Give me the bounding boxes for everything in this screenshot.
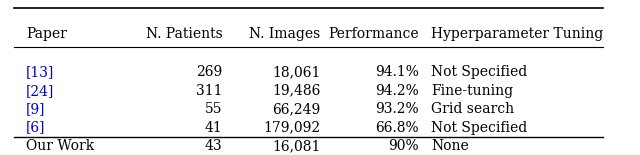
Text: 19,486: 19,486 xyxy=(272,84,321,98)
Text: 41: 41 xyxy=(205,120,222,135)
Text: 66,249: 66,249 xyxy=(272,102,321,116)
Text: 179,092: 179,092 xyxy=(264,120,321,135)
Text: Performance: Performance xyxy=(328,27,419,41)
Text: 94.2%: 94.2% xyxy=(375,84,419,98)
Text: Not Specified: Not Specified xyxy=(431,65,527,79)
Text: [9]: [9] xyxy=(26,102,45,116)
Text: 18,061: 18,061 xyxy=(272,65,321,79)
Text: Paper: Paper xyxy=(26,27,67,41)
Text: 16,081: 16,081 xyxy=(272,139,321,153)
Text: 43: 43 xyxy=(205,139,222,153)
Text: 55: 55 xyxy=(205,102,222,116)
Text: Fine-tuning: Fine-tuning xyxy=(431,84,513,98)
Text: Not Specified: Not Specified xyxy=(431,120,527,135)
Text: N. Images: N. Images xyxy=(250,27,321,41)
Text: Grid search: Grid search xyxy=(431,102,514,116)
Text: 66.8%: 66.8% xyxy=(375,120,419,135)
Text: 311: 311 xyxy=(196,84,222,98)
Text: 93.2%: 93.2% xyxy=(375,102,419,116)
Text: Hyperparameter Tuning: Hyperparameter Tuning xyxy=(431,27,604,41)
Text: [24]: [24] xyxy=(26,84,54,98)
Text: 90%: 90% xyxy=(388,139,419,153)
Text: N. Patients: N. Patients xyxy=(145,27,222,41)
Text: 269: 269 xyxy=(196,65,222,79)
Text: [6]: [6] xyxy=(26,120,45,135)
Text: [13]: [13] xyxy=(26,65,54,79)
Text: Our Work: Our Work xyxy=(26,139,94,153)
Text: 94.1%: 94.1% xyxy=(375,65,419,79)
Text: None: None xyxy=(431,139,468,153)
